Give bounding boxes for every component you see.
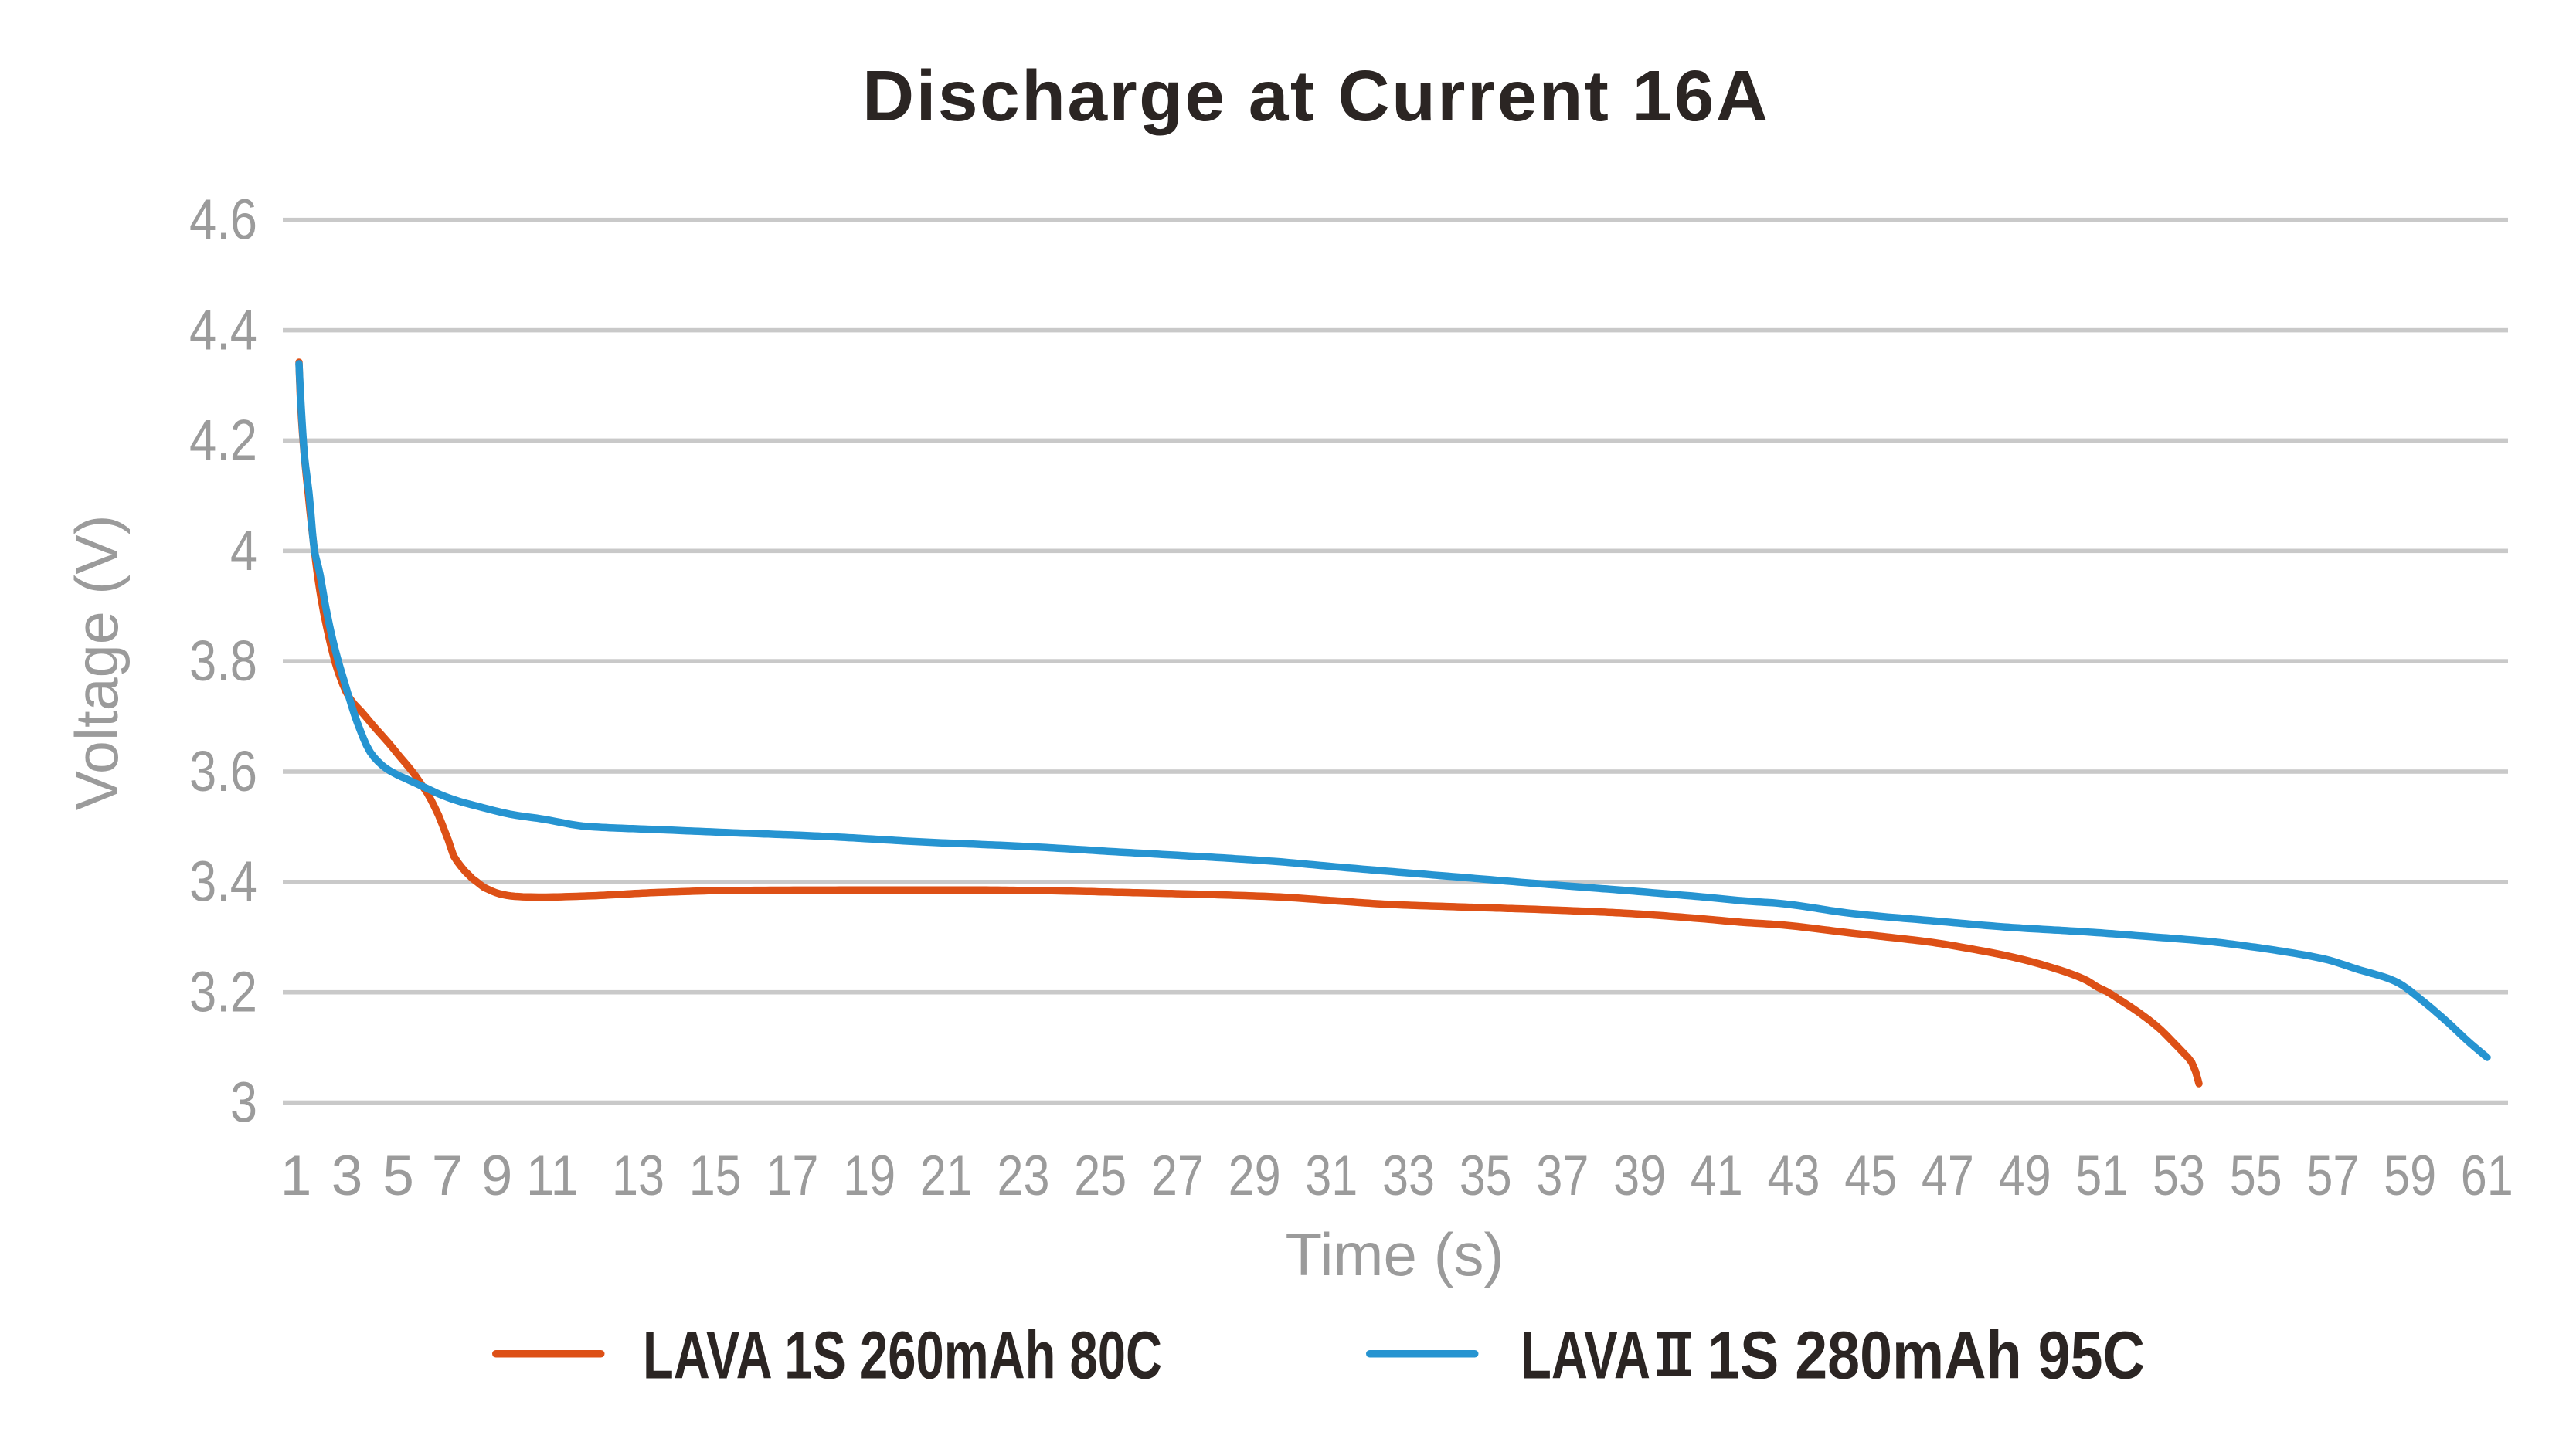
svg-text:41: 41 xyxy=(1691,1145,1743,1207)
svg-text:Time (s): Time (s) xyxy=(1285,1220,1504,1288)
svg-text:4.2: 4.2 xyxy=(189,408,257,472)
svg-text:61: 61 xyxy=(2461,1145,2513,1207)
svg-text:51: 51 xyxy=(2075,1145,2128,1207)
svg-text:33: 33 xyxy=(1382,1145,1435,1207)
svg-text:25: 25 xyxy=(1074,1145,1127,1207)
svg-text:59: 59 xyxy=(2384,1145,2436,1207)
svg-text:29: 29 xyxy=(1229,1145,1281,1207)
svg-text:45: 45 xyxy=(1844,1145,1897,1207)
svg-text:19: 19 xyxy=(843,1145,895,1207)
svg-text:43: 43 xyxy=(1768,1145,1820,1207)
svg-text:31: 31 xyxy=(1305,1145,1358,1207)
svg-text:47: 47 xyxy=(1922,1145,1974,1207)
svg-text:11: 11 xyxy=(526,1145,579,1207)
svg-text:37: 37 xyxy=(1536,1145,1589,1207)
svg-text:27: 27 xyxy=(1151,1145,1204,1207)
svg-text:57: 57 xyxy=(2306,1145,2359,1207)
svg-text:3.8: 3.8 xyxy=(189,629,257,693)
svg-text:17: 17 xyxy=(766,1145,818,1207)
svg-text:3.6: 3.6 xyxy=(189,739,257,803)
svg-text:3.2: 3.2 xyxy=(189,960,257,1024)
svg-text:4.4: 4.4 xyxy=(189,297,257,361)
svg-text:3: 3 xyxy=(331,1145,363,1207)
svg-text:4: 4 xyxy=(230,518,257,582)
svg-text:23: 23 xyxy=(997,1145,1050,1207)
svg-text:LAVA 1S 260mAh 80C: LAVA 1S 260mAh 80C xyxy=(643,1318,1162,1393)
svg-text:53: 53 xyxy=(2153,1145,2205,1207)
svg-text:Voltage (V): Voltage (V) xyxy=(63,515,131,811)
svg-text:9: 9 xyxy=(481,1145,513,1207)
svg-text:1: 1 xyxy=(280,1145,312,1207)
svg-text:55: 55 xyxy=(2230,1145,2282,1207)
svg-text:21: 21 xyxy=(920,1145,973,1207)
svg-text:4.6: 4.6 xyxy=(189,188,257,252)
svg-text:15: 15 xyxy=(689,1145,742,1207)
svg-text:49: 49 xyxy=(1999,1145,2051,1207)
svg-text:35: 35 xyxy=(1460,1145,1512,1207)
svg-text:5: 5 xyxy=(382,1145,414,1207)
svg-text:39: 39 xyxy=(1613,1145,1666,1207)
svg-text:13: 13 xyxy=(612,1145,664,1207)
svg-text:1S 280mAh 95C: 1S 280mAh 95C xyxy=(1708,1318,2145,1393)
svg-text:3.4: 3.4 xyxy=(189,850,257,914)
svg-text:LAVA: LAVA xyxy=(1521,1318,1650,1393)
svg-text:3: 3 xyxy=(230,1070,257,1134)
svg-text:7: 7 xyxy=(432,1145,464,1207)
